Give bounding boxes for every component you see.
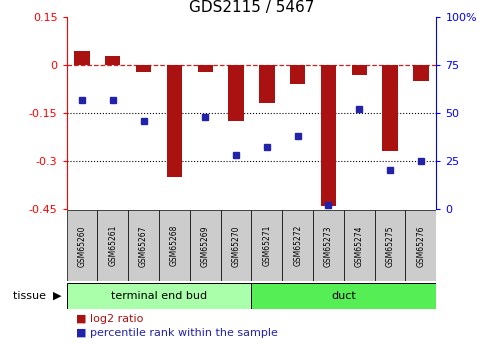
Bar xyxy=(352,65,367,75)
Text: GSM65260: GSM65260 xyxy=(77,225,86,267)
Bar xyxy=(251,283,436,309)
Text: ■ log2 ratio: ■ log2 ratio xyxy=(76,314,144,324)
Bar xyxy=(405,210,436,281)
Bar xyxy=(190,210,221,281)
Text: GSM65268: GSM65268 xyxy=(170,225,179,266)
Bar xyxy=(98,210,128,281)
Text: GSM65272: GSM65272 xyxy=(293,225,302,266)
Bar xyxy=(67,210,98,281)
Text: GSM65271: GSM65271 xyxy=(262,225,271,266)
Bar xyxy=(375,210,405,281)
Bar xyxy=(198,65,213,71)
Bar xyxy=(344,210,375,281)
Bar xyxy=(383,65,398,151)
Text: tissue  ▶: tissue ▶ xyxy=(13,291,62,301)
Bar xyxy=(321,65,336,206)
Text: GSM65269: GSM65269 xyxy=(201,225,210,267)
Text: GSM65274: GSM65274 xyxy=(355,225,364,267)
Text: terminal end bud: terminal end bud xyxy=(111,291,207,301)
Text: GSM65276: GSM65276 xyxy=(417,225,425,267)
Bar xyxy=(128,210,159,281)
Bar xyxy=(67,283,251,309)
Bar xyxy=(159,210,190,281)
Bar xyxy=(105,56,120,65)
Bar xyxy=(167,65,182,177)
Bar xyxy=(313,210,344,281)
Bar xyxy=(74,51,90,65)
Text: GSM65270: GSM65270 xyxy=(232,225,241,267)
Text: duct: duct xyxy=(331,291,356,301)
Bar xyxy=(413,65,428,81)
Text: GSM65275: GSM65275 xyxy=(386,225,394,267)
Title: GDS2115 / 5467: GDS2115 / 5467 xyxy=(189,0,314,15)
Text: GSM65267: GSM65267 xyxy=(139,225,148,267)
Text: GSM65273: GSM65273 xyxy=(324,225,333,267)
Bar xyxy=(228,65,244,121)
Bar xyxy=(282,210,313,281)
Text: GSM65261: GSM65261 xyxy=(108,225,117,266)
Bar xyxy=(221,210,251,281)
Bar xyxy=(136,65,151,71)
Bar xyxy=(290,65,305,84)
Bar xyxy=(251,210,282,281)
Text: ■ percentile rank within the sample: ■ percentile rank within the sample xyxy=(76,328,278,338)
Bar xyxy=(259,65,275,104)
